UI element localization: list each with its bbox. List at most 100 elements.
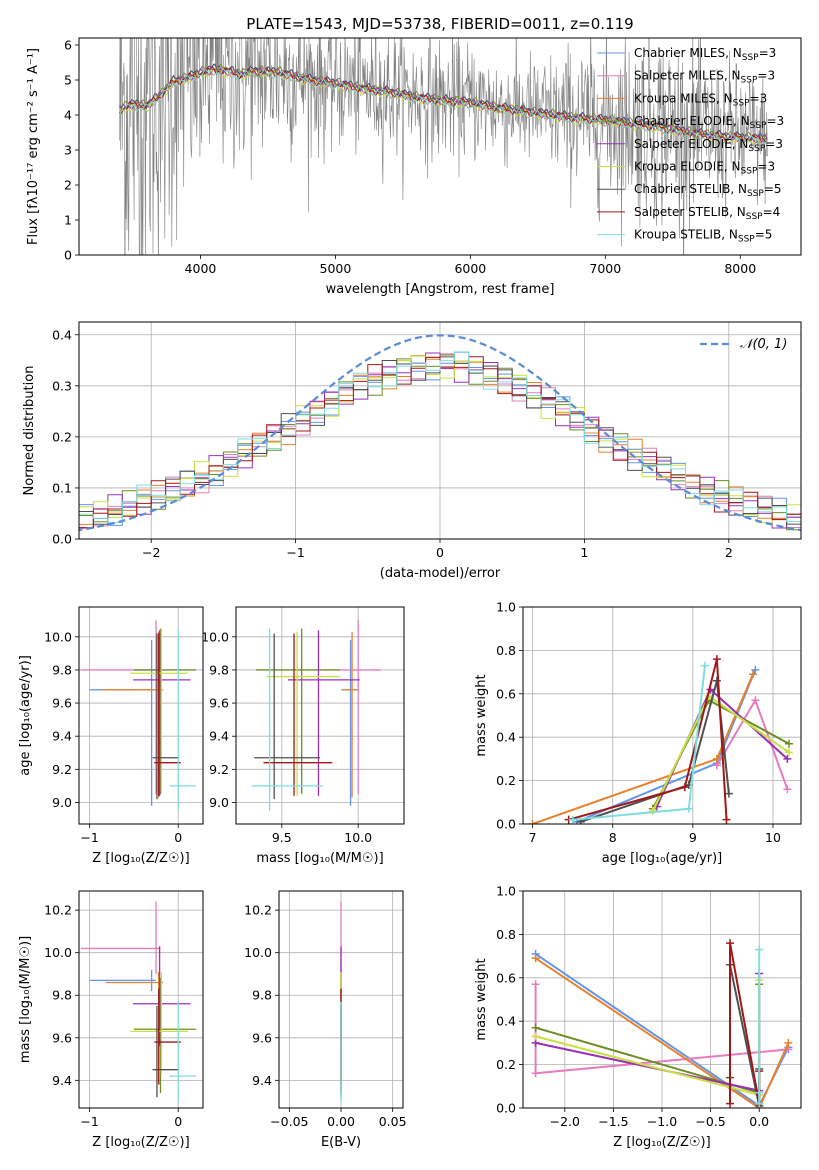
weight-marker-salpeter-miles: [783, 785, 792, 794]
y-tick-label: 9.6: [52, 696, 72, 711]
panel-weight-vs-age: 7 8 9 10 0.0 0.2 0.4 0.6 0.8 1.0 age [log₁₀(age/yr…: [474, 600, 802, 867]
y-tick-label: 0.0: [52, 532, 72, 547]
axes-frame: [78, 606, 204, 825]
weight-marker-chabrier-elodie: [531, 1023, 540, 1032]
x-axis-label: age [log₁₀(age/yr)]: [602, 851, 723, 866]
y-tick-label: 10.0: [44, 629, 72, 644]
plot-area: [528, 655, 793, 824]
y-tick-label: 2: [64, 178, 72, 193]
histogram-kroupa-stelib: [79, 351, 801, 539]
weight-marker-kroupa-stelib: [755, 1099, 764, 1108]
x-tick-label: 0.0: [749, 1114, 769, 1129]
axes-frame: [78, 890, 204, 1109]
x-tick-label: 0: [174, 830, 182, 845]
x-tick-label: −0.05: [270, 1114, 308, 1129]
x-axis-label: Z [log₁₀(Z/Z☉)]: [92, 1135, 189, 1150]
y-tick-label: 9.2: [209, 762, 229, 777]
weight-marker-kroupa-miles: [531, 954, 540, 963]
weight-marker-salpeter-stelib: [726, 939, 735, 948]
weight-marker-salpeter-elodie: [783, 754, 792, 763]
y-tick-label: 0.8: [496, 643, 516, 658]
y-tick-label: 1: [64, 213, 72, 228]
y-axis-label: mass [log₁₀(M/M☉)]: [18, 936, 33, 1063]
weight-marker-chabrier-elodie: [784, 739, 793, 748]
y-tick-label: 9.4: [52, 729, 72, 744]
x-tick-label: 10.0: [344, 830, 372, 845]
x-tick-label: 7000: [589, 261, 621, 276]
model-spectrum-kroupa-stelib: [119, 68, 768, 146]
y-tick-label: 1.0: [496, 600, 516, 615]
gridlines: [79, 607, 203, 824]
axes: −2.0 −1.5 −1.0 −0.5 0.0 0.0 0.2 0.4 0.6 0.8 1.0 Z […: [474, 884, 769, 1151]
x-axis-label: Z [log₁₀(Z/Z☉)]: [613, 1135, 710, 1150]
weight-marker-kroupa-elodie: [531, 1032, 540, 1041]
weight-line-salpeter-stelib: [568, 658, 728, 821]
y-tick-label: 1.0: [496, 884, 516, 899]
gaussian-curve: [79, 334, 801, 532]
y-tick-label: 0.2: [496, 773, 516, 788]
weight-marker-salpeter-stelib: [712, 655, 721, 664]
x-tick-label: 9.5: [272, 830, 292, 845]
y-tick-label: 0.2: [52, 429, 72, 444]
y-tick-label: 0.4: [52, 327, 72, 342]
legend: Chabrier MILES, NSSP=3 Salpeter MILES, NS…: [597, 46, 784, 245]
x-tick-label: −1: [286, 545, 304, 560]
legend-entry: Salpeter STELIB, NSSP=4: [634, 205, 780, 222]
panel-mass-vs-Z: −1 0 9.4 9.6 9.8 10.0 10.2 Z [log₁₀(Z/Z☉)] mass …: [18, 890, 204, 1150]
axes-frame: [522, 606, 802, 825]
weight-marker-salpeter-stelib: [726, 1099, 735, 1108]
y-tick-label: 10.0: [201, 629, 229, 644]
panel-spectrum: 4000 5000 6000 7000 8000 0 1 2 3 4 5 6 wavelength [A…: [26, 37, 802, 297]
plot-area: [80, 620, 196, 811]
y-tick-label: 9.4: [252, 1073, 272, 1088]
panel-weight-vs-Z: −2.0 −1.5 −1.0 −0.5 0.0 0.0 0.2 0.4 0.6 0.8 1.0 Z […: [474, 884, 802, 1151]
y-axis-label: Normed distribution: [22, 366, 37, 496]
legend-entry: Chabrier ELODIE, NSSP=3: [634, 114, 784, 131]
y-tick-label: 9.8: [252, 988, 272, 1003]
axes: −0.05 0.00 0.05 9.4 9.6 9.8 10.0 10.2 E(B-V): [244, 903, 406, 1150]
model-spectrum-chabrier-stelib: [119, 63, 768, 141]
y-axis-label: Flux [fλ10⁻¹⁷ erg cm⁻² s⁻¹ A⁻¹]: [26, 48, 41, 245]
x-tick-label: 9: [689, 830, 697, 845]
weight-marker-kroupa-miles: [784, 1038, 793, 1047]
y-tick-label: 9.8: [52, 988, 72, 1003]
axes: −1 0 9.0 9.2 9.4 9.6 9.8 10.0 Z [log₁₀(Z/Z☉)] age…: [18, 629, 190, 866]
x-tick-label: −1: [80, 830, 98, 845]
weight-marker-kroupa-miles: [712, 754, 721, 763]
y-tick-label: 9.6: [52, 1030, 72, 1045]
gridlines: [236, 607, 404, 824]
legend: 𝒩(0, 1): [700, 337, 787, 352]
weight-line-kroupa-miles: [535, 957, 790, 1108]
x-tick-label: 0.05: [379, 1114, 407, 1129]
weight-marker-chabrier-miles: [751, 665, 760, 674]
weight-line-salpeter-stelib: [729, 942, 761, 1104]
y-tick-label: 5: [64, 73, 72, 88]
axes: 7 8 9 10 0.0 0.2 0.4 0.6 0.8 1.0 age [log₁₀(age/yr…: [474, 600, 781, 867]
weight-line-chabrier-stelib: [580, 680, 730, 823]
y-tick-label: 0.2: [496, 1057, 516, 1072]
x-axis-label: mass [log₁₀(M/M☉)]: [256, 851, 383, 866]
y-tick-label: 0.6: [496, 686, 516, 701]
axes-frame: [278, 890, 404, 1109]
x-tick-label: 8: [609, 830, 617, 845]
y-tick-label: 0.0: [496, 817, 516, 832]
y-tick-label: 0.6: [496, 970, 516, 985]
panel-mass-vs-ebv: −0.05 0.00 0.05 9.4 9.6 9.8 10.0 10.2 E(B-V): [244, 890, 407, 1150]
x-tick-label: 0.00: [327, 1114, 355, 1129]
x-tick-label: −2.0: [550, 1114, 580, 1129]
legend-entry: Salpeter ELODIE, NSSP=3: [634, 137, 783, 154]
y-tick-label: 0.4: [496, 730, 516, 745]
y-tick-label: 9.6: [252, 1030, 272, 1045]
y-tick-label: 9.2: [52, 762, 72, 777]
x-tick-label: 1: [580, 545, 588, 560]
weight-marker-kroupa-elodie: [784, 748, 793, 757]
axes: −1 0 9.4 9.6 9.8 10.0 10.2 Z [log₁₀(Z/Z☉)] mass …: [18, 903, 190, 1150]
y-tick-label: 9.8: [52, 662, 72, 677]
x-tick-label: 6000: [454, 261, 486, 276]
weight-marker-kroupa-stelib: [700, 661, 709, 670]
x-axis-label: (data-model)/error: [380, 566, 501, 581]
y-tick-label: 9.4: [209, 729, 229, 744]
plot-area: [251, 620, 382, 811]
legend-entry: 𝒩(0, 1): [740, 337, 787, 352]
